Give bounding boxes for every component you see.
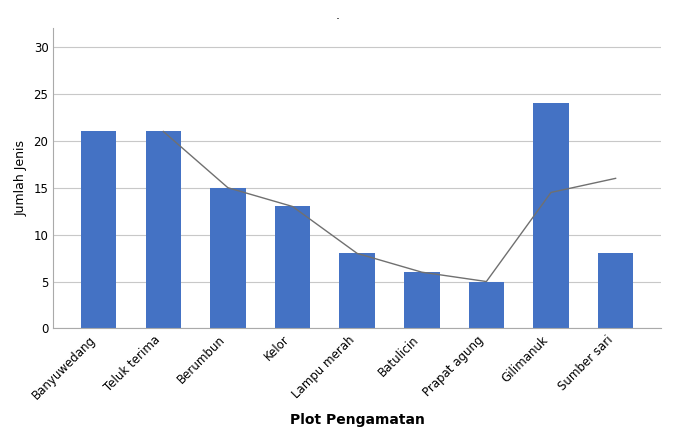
Bar [274,206,310,328]
Y-axis label: Jumlah Jenis: Jumlah Jenis [15,141,28,216]
Bar [339,253,375,328]
Text: .: . [336,9,340,22]
Bar [598,253,633,328]
X-axis label: Plot Pengamatan: Plot Pengamatan [290,413,425,427]
Bar [210,188,245,328]
Bar [145,131,181,328]
Bar [404,272,439,328]
Bar [533,103,569,328]
Bar [468,282,504,328]
Bar [81,131,116,328]
